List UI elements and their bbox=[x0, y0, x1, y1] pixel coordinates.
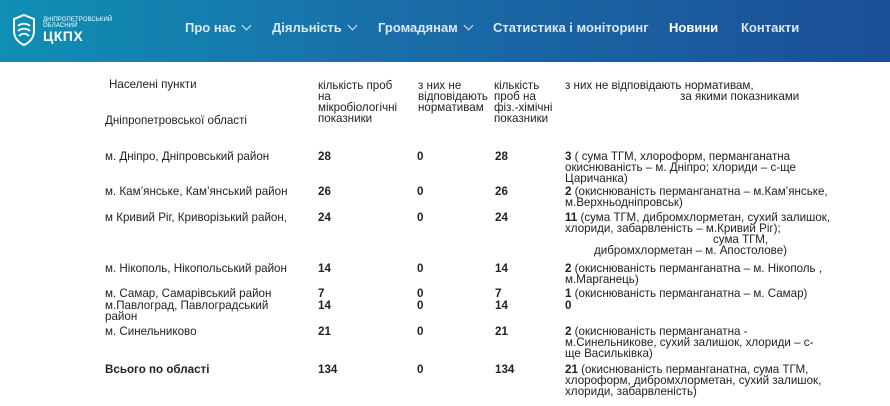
nav-item-label: Статистика і моніторинг bbox=[493, 20, 649, 35]
chevron-down-icon bbox=[463, 20, 474, 31]
total-chem-noncompliant: 21 (окиснюваність перманганатна, сума ТГ… bbox=[565, 363, 822, 398]
nav-item-contacts[interactable]: Контакти bbox=[741, 20, 799, 35]
row-name: м. Самар, Самарівський район bbox=[105, 287, 272, 300]
header-chem-count: кількість проб на фіз.-хімічні показники bbox=[494, 79, 553, 125]
logo-subtitle: Дніпропетровський обласний bbox=[43, 16, 113, 29]
header-micro-count: кількість проб на мікробіологічні показн… bbox=[318, 79, 398, 125]
row-micro-noncompliant: 0 bbox=[417, 150, 424, 163]
row-micro-count: 26 bbox=[318, 185, 331, 198]
nav-item-label: Контакти bbox=[741, 20, 800, 35]
chevron-down-icon bbox=[241, 20, 252, 31]
row-micro-noncompliant: 0 bbox=[417, 262, 424, 275]
row-chem-noncompliant: 0 bbox=[565, 299, 572, 312]
row-micro-count: 21 bbox=[318, 325, 331, 338]
row-chem-noncompliant: 1 (окиснюваність перманганатна – м. Сама… bbox=[565, 287, 808, 300]
row-chem-noncompliant: 3 ( сума ТГМ, хлороформ, перманганатна о… bbox=[565, 150, 796, 185]
row-micro-noncompliant: 0 bbox=[417, 287, 424, 300]
row-chem-count: 7 bbox=[495, 287, 502, 300]
water-quality-table: Населені пункти Дніпропетровської област… bbox=[0, 62, 890, 406]
row-name: м. Дніпро, Дніпровський район bbox=[105, 150, 270, 163]
row-name: м Кривий Ріг, Криворізький район, bbox=[105, 211, 287, 224]
logo-emblem-icon bbox=[13, 13, 35, 47]
row-chem-count: 14 bbox=[495, 262, 508, 275]
nav-item-label: Громадянам bbox=[378, 20, 458, 35]
total-row-name: Всього по області bbox=[105, 363, 210, 376]
nav-item-label: Діяльність bbox=[272, 20, 342, 35]
row-name: м.Павлоград, Павлоградський район bbox=[105, 299, 269, 323]
row-micro-count: 14 bbox=[318, 299, 331, 312]
row-micro-noncompliant: 0 bbox=[417, 211, 424, 224]
row-name: м. Кам’янське, Кам’янський район bbox=[105, 185, 288, 198]
logo-title: ЦКПХ bbox=[43, 27, 84, 44]
row-name: м. Синельниково bbox=[105, 325, 197, 338]
row-chem-count: 26 bbox=[495, 185, 508, 198]
site-header: Дніпропетровський обласний ЦКПХ Про нас … bbox=[0, 0, 890, 62]
nav-item-label: Новини bbox=[669, 20, 719, 35]
row-micro-noncompliant: 0 bbox=[417, 299, 424, 312]
row-chem-count: 24 bbox=[495, 211, 508, 224]
total-chem-count: 134 bbox=[495, 363, 515, 376]
row-chem-noncompliant: 11 (сума ТГМ, дибромхлорметан, сухий зал… bbox=[565, 211, 831, 257]
row-micro-noncompliant: 0 bbox=[417, 325, 424, 338]
nav-item-activity[interactable]: Діяльність bbox=[272, 20, 358, 35]
site-logo[interactable]: Дніпропетровський обласний ЦКПХ bbox=[11, 13, 113, 47]
row-chem-count: 14 bbox=[495, 299, 508, 312]
row-chem-noncompliant: 2 (окиснюваність перманганатна – м.Кам’я… bbox=[565, 185, 828, 209]
nav-item-news[interactable]: Новини bbox=[669, 20, 718, 35]
total-micro-noncompliant: 0 bbox=[417, 363, 424, 376]
row-chem-noncompliant: 2 (окиснюваність перманганатна - м.Синел… bbox=[565, 325, 814, 360]
row-micro-count: 24 bbox=[318, 211, 331, 224]
nav-item-about[interactable]: Про нас bbox=[185, 20, 252, 35]
row-chem-noncompliant: 2 (окиснюваність перманганатна – м. Ніко… bbox=[565, 262, 823, 286]
row-micro-count: 7 bbox=[318, 287, 325, 300]
header-settlements-region: Дніпропетровської області bbox=[105, 114, 247, 127]
row-micro-noncompliant: 0 bbox=[417, 185, 424, 198]
nav-item-label: Про нас bbox=[185, 20, 237, 35]
nav-item-citizens[interactable]: Громадянам bbox=[378, 20, 474, 35]
row-name: м. Нікополь, Нікопольський район bbox=[105, 262, 287, 275]
row-chem-count: 28 bbox=[495, 150, 508, 163]
header-settlements: Населені пункти bbox=[109, 78, 197, 91]
header-chem-noncompliant: з них не відповідають нормативам, за яки… bbox=[565, 79, 800, 103]
chevron-down-icon bbox=[347, 20, 358, 31]
total-micro-count: 134 bbox=[318, 363, 338, 376]
nav-item-statistics[interactable]: Статистика і моніторинг bbox=[493, 20, 649, 35]
header-micro-noncompliant: з них не відповідають нормативам bbox=[418, 79, 488, 114]
row-micro-count: 14 bbox=[318, 262, 331, 275]
row-chem-count: 21 bbox=[495, 325, 508, 338]
row-micro-count: 28 bbox=[318, 150, 331, 163]
